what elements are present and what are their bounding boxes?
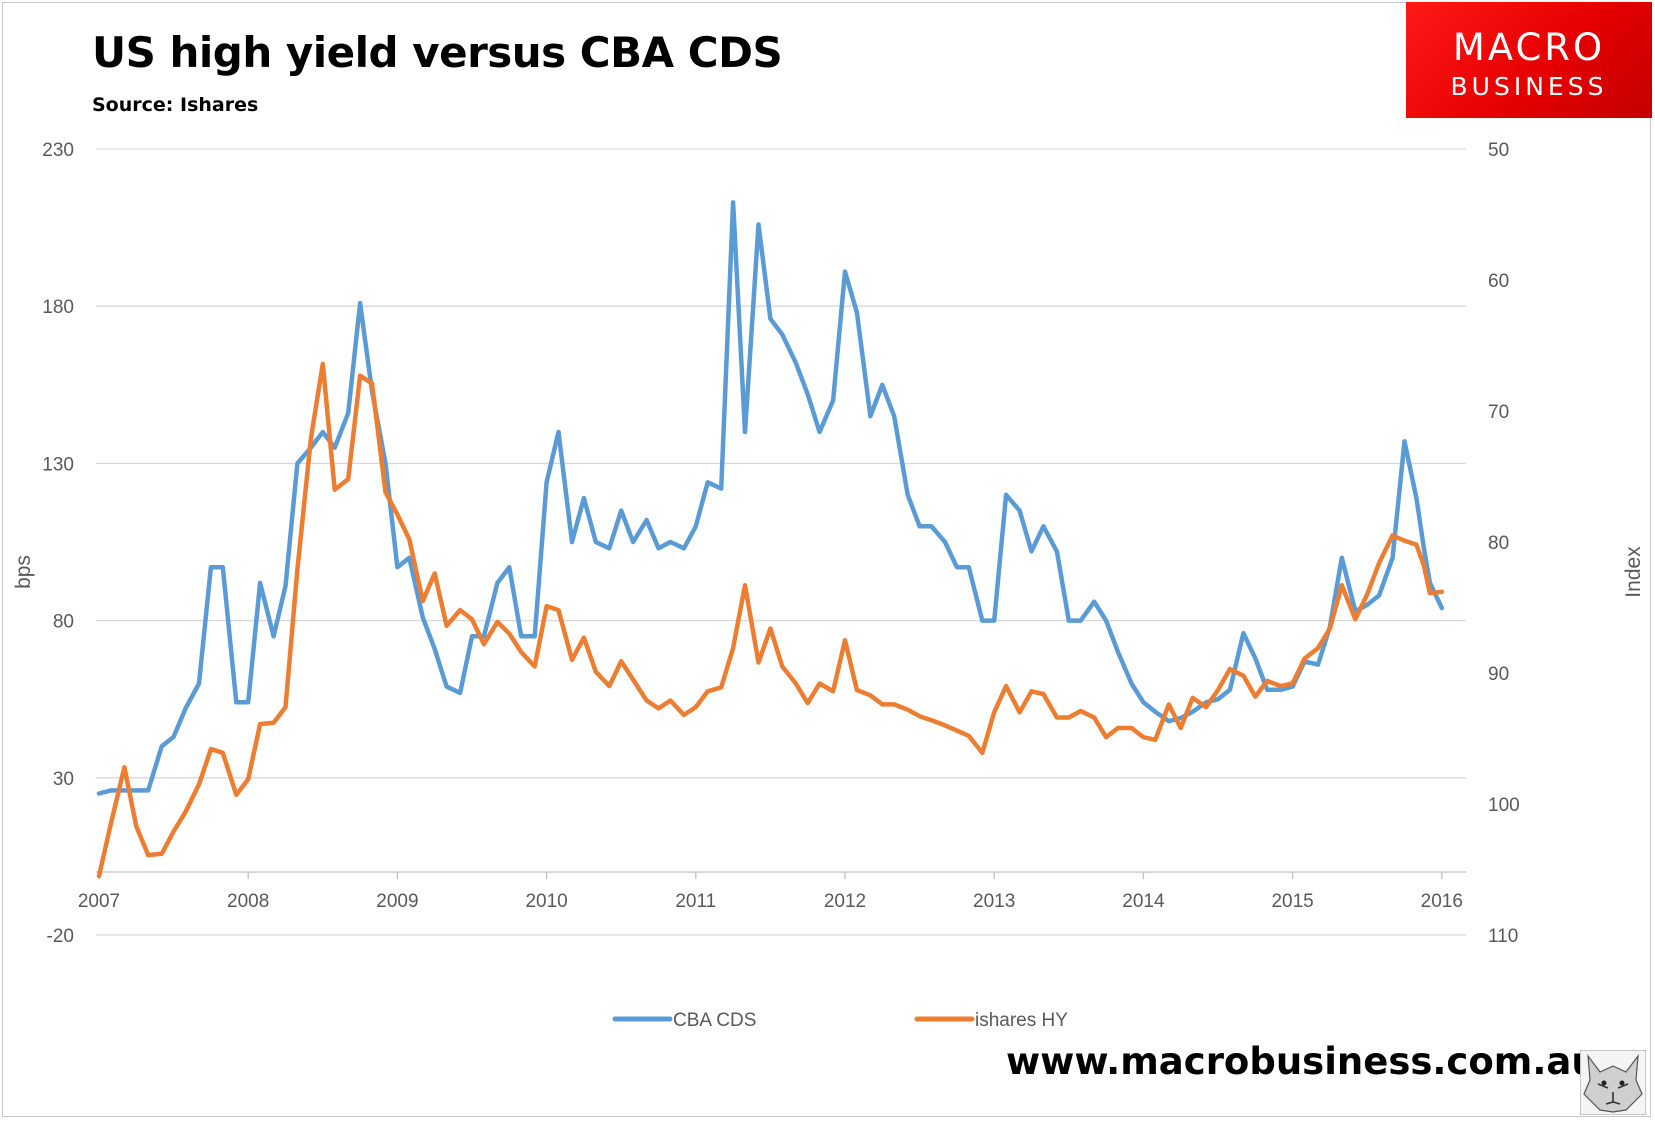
left-tick-130: 130 (42, 454, 74, 475)
left-axis-ticks: 230 180 130 80 30 -20 (42, 140, 74, 947)
legend-label-cba-cds: CBA CDS (673, 1010, 756, 1031)
x-tick-2014: 2014 (1122, 891, 1165, 912)
x-tick-2011: 2011 (675, 891, 716, 912)
right-tick-80: 80 (1488, 533, 1509, 554)
left-tick-30: 30 (53, 769, 74, 790)
x-axis-ticks: 2007 2008 2009 2010 2011 2012 2013 2014 2015 2016 (78, 872, 1463, 912)
gridlines (96, 148, 1466, 936)
legend-label-ishares-hy: ishares HY (975, 1010, 1068, 1031)
right-tick-70: 70 (1488, 402, 1509, 423)
macrobusiness-logo: MACRO BUSINESS (1406, 2, 1652, 118)
left-tick--20: -20 (47, 926, 74, 947)
wolf-icon (1580, 1050, 1646, 1115)
right-tick-110: 110 (1488, 926, 1518, 947)
series-line-ishares-hy (96, 361, 1445, 879)
x-tick-2010: 2010 (525, 891, 567, 912)
left-tick-80: 80 (53, 612, 74, 633)
left-axis-title: bps (12, 555, 35, 589)
logo-text-business: BUSINESS (1450, 72, 1608, 101)
right-tick-90: 90 (1488, 664, 1509, 685)
right-tick-60: 60 (1488, 271, 1509, 292)
right-tick-50: 50 (1488, 140, 1509, 161)
logo-text-macro: MACRO (1452, 26, 1606, 69)
x-tick-2016: 2016 (1421, 891, 1463, 912)
chart-subtitle: Source: Ishares (92, 94, 259, 116)
x-tick-2015: 2015 (1271, 891, 1313, 912)
x-tick-2013: 2013 (973, 891, 1015, 912)
right-axis-title: Index (1622, 546, 1645, 598)
left-tick-230: 230 (42, 140, 74, 161)
website-url: www.macrobusiness.com.au (1006, 1040, 1598, 1083)
x-tick-2007: 2007 (78, 891, 120, 912)
right-tick-100: 100 (1488, 795, 1520, 816)
x-tick-2009: 2009 (376, 891, 418, 912)
x-tick-2012: 2012 (824, 891, 866, 912)
x-tick-2008: 2008 (227, 891, 269, 912)
right-axis-ticks: 50 60 70 80 90 100 110 (1488, 140, 1520, 947)
chart-title: US high yield versus CBA CDS (92, 28, 783, 77)
left-tick-180: 180 (42, 297, 74, 318)
legend: CBA CDS ishares HY (612, 1010, 1068, 1031)
series-lines (96, 200, 1445, 879)
series-line-cba-cds (96, 200, 1445, 796)
